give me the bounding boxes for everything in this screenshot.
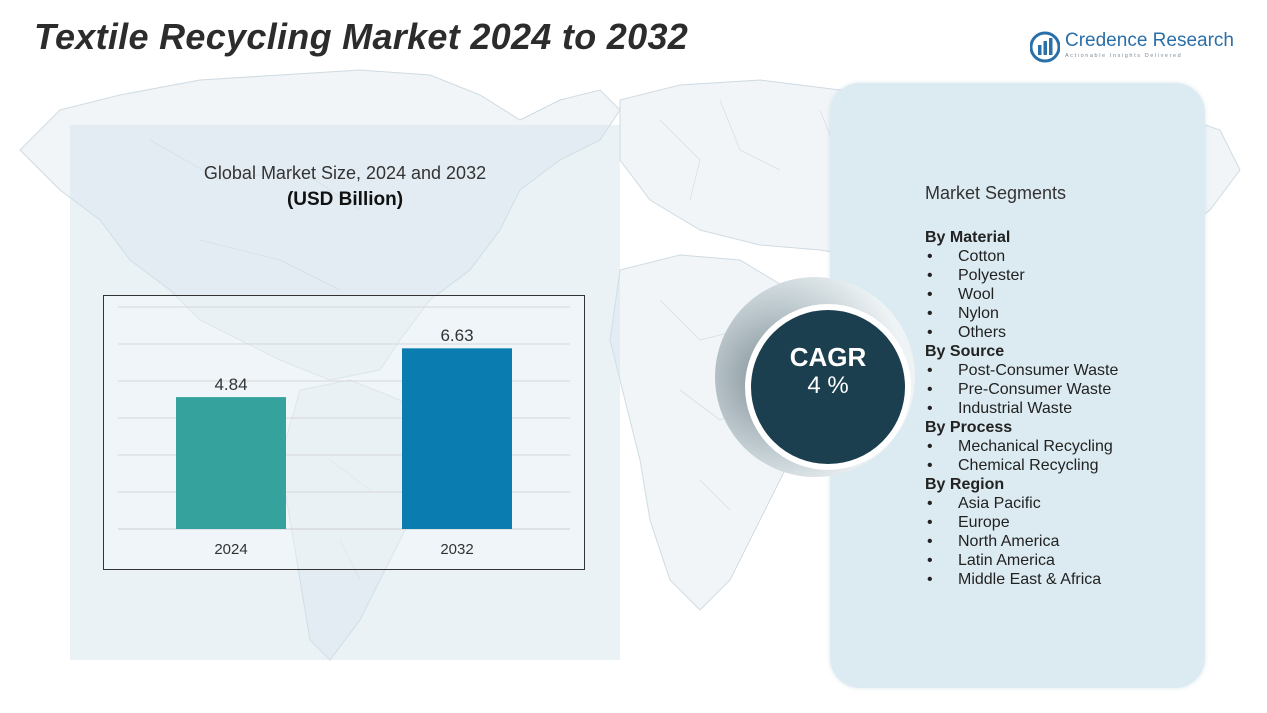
chart-title: Global Market Size, 2024 and 2032: [203, 163, 487, 183]
cagr-label: CAGR: [789, 342, 867, 372]
logo-tagline: Actionable Insights Delivered: [1065, 53, 1183, 59]
segment-item: Latin America: [925, 551, 1118, 570]
segment-item: Others: [925, 323, 1118, 342]
segment-item: Cotton: [925, 247, 1118, 266]
segment-heading: By Process: [925, 419, 1013, 436]
segments-title: Market Segments: [925, 183, 1067, 203]
data-label-2032: 6.63: [440, 326, 474, 346]
cagr-badge: CAGR 4 %: [715, 277, 915, 477]
x-tick-label-2024: 2024: [214, 541, 248, 558]
segment-item: Polyester: [925, 266, 1118, 285]
bar-chart-svg: [118, 306, 570, 530]
company-logo: Credence Research Actionable Insights De…: [1030, 30, 1234, 64]
logo-name-part2: Research: [1152, 30, 1234, 51]
bar-2024: [176, 397, 286, 529]
logo-name-part1: Credence: [1065, 30, 1148, 51]
segment-heading: By Source: [925, 343, 1005, 360]
bar-2032: [402, 348, 512, 529]
cagr-circle: CAGR 4 %: [745, 304, 911, 470]
market-size-panel: Global Market Size, 2024 and 2032 (USD B…: [70, 125, 620, 660]
credence-logo-icon: [1030, 31, 1060, 63]
chart-unit: (USD Billion): [286, 189, 404, 210]
data-label-2024: 4.84: [214, 375, 248, 395]
segment-item: Industrial Waste: [925, 399, 1118, 418]
logo-name: Credence Research: [1065, 30, 1234, 52]
cagr-value: 4 %: [807, 372, 849, 399]
segment-item: Wool: [925, 285, 1118, 304]
segment-item: Post-Consumer Waste: [925, 361, 1118, 380]
segment-item: Chemical Recycling: [925, 456, 1118, 475]
page-title: Textile Recycling Market 2024 to 2032: [34, 16, 689, 57]
segment-item: Pre-Consumer Waste: [925, 380, 1118, 399]
segment-item: Mechanical Recycling: [925, 437, 1118, 456]
x-tick-label-2032: 2032: [440, 541, 474, 558]
segments-list: By MaterialCottonPolyesterWoolNylonOther…: [925, 228, 1118, 589]
segment-item: Nylon: [925, 304, 1118, 323]
segment-heading: By Material: [925, 229, 1011, 246]
segment-heading: By Region: [925, 476, 1005, 493]
segment-item: Middle East & Africa: [925, 570, 1118, 589]
segment-item: Asia Pacific: [925, 494, 1118, 513]
segment-item: Europe: [925, 513, 1118, 532]
segment-item: North America: [925, 532, 1118, 551]
bar-chart: 4.84 2024 6.63 2032: [103, 295, 585, 570]
